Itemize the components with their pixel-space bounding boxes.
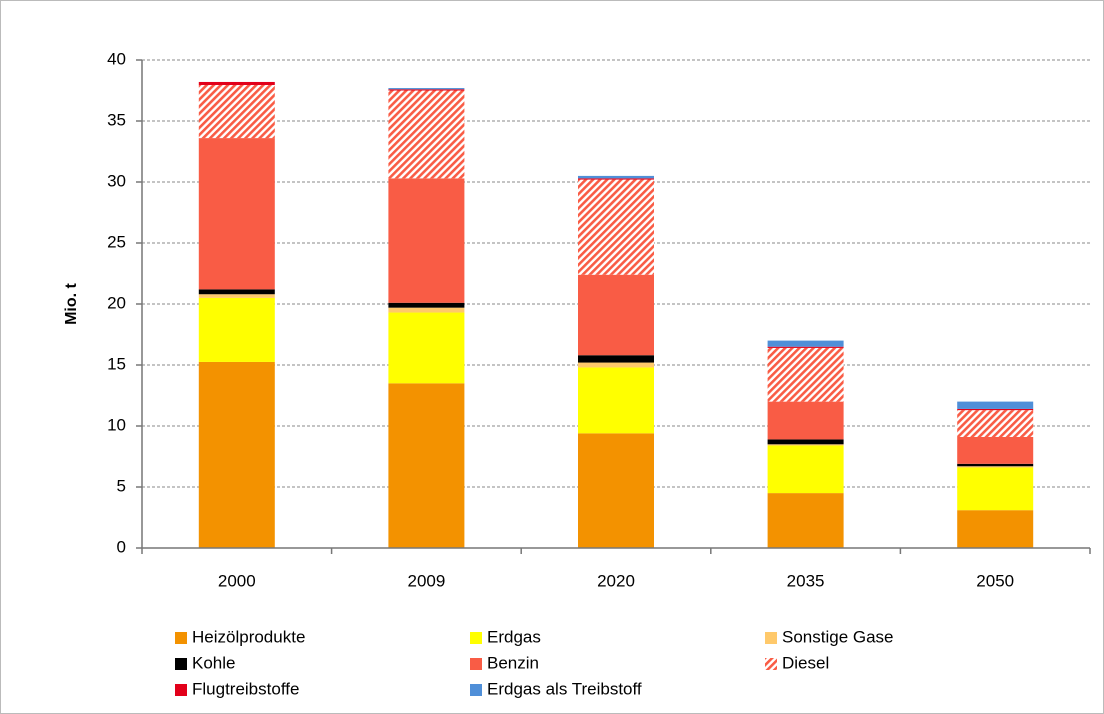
legend-label: Flugtreibstoffe (192, 679, 299, 698)
bar-segment (767, 444, 844, 446)
bar-segment (198, 138, 275, 290)
y-tick-label: 5 (117, 476, 126, 495)
bar-segment (578, 355, 654, 363)
bar-segment (957, 408, 1034, 411)
legend-label: Benzin (487, 653, 539, 672)
bar-segment (578, 433, 654, 548)
legend-swatch (175, 632, 187, 644)
bar-segment (957, 401, 1034, 409)
legend-label: Erdgas als Treibstoff (487, 679, 642, 698)
bar-segment (957, 463, 1034, 467)
bar-segment (957, 510, 1034, 548)
bar-segment (198, 289, 275, 295)
x-tick-label: 2009 (407, 571, 445, 590)
legend-swatch (470, 632, 482, 644)
legend-swatch (765, 658, 777, 670)
bar-segment (767, 401, 844, 440)
bar-segment (578, 362, 654, 368)
legend-swatch (470, 684, 482, 696)
legend-label: Diesel (782, 653, 829, 672)
bar-segment (957, 466, 1034, 468)
x-tick-label: 2000 (218, 571, 256, 590)
bar-segment (767, 347, 844, 402)
bar-segment (578, 178, 654, 180)
bar-segment (767, 493, 844, 548)
bar-segment (388, 90, 465, 179)
bar-segment (388, 88, 465, 90)
y-tick-label: 40 (107, 49, 126, 68)
bar-segment (388, 178, 465, 303)
y-tick-label: 20 (107, 293, 126, 312)
bar-segment (767, 439, 844, 445)
legend-label: Erdgas (487, 627, 541, 646)
bar-segment (578, 274, 654, 356)
legend-swatch (175, 684, 187, 696)
legend-swatch (175, 658, 187, 670)
bar-segment (388, 307, 465, 313)
bar-segment (957, 467, 1034, 511)
bar-segment (767, 445, 844, 494)
bar-segment (957, 436, 1034, 464)
bar-segment (388, 383, 465, 548)
y-tick-label: 0 (117, 537, 126, 556)
bar-segment (578, 175, 654, 179)
bar-segment (957, 410, 1034, 437)
bar-segment (767, 340, 844, 347)
bar-segment (198, 81, 275, 86)
bar-segment (578, 179, 654, 275)
x-tick-label: 2050 (976, 571, 1014, 590)
x-tick-label: 2035 (787, 571, 825, 590)
x-tick-label: 2020 (597, 571, 635, 590)
y-tick-label: 10 (107, 415, 126, 434)
y-tick-label: 30 (107, 171, 126, 190)
legend-swatch (765, 632, 777, 644)
bar-segment (388, 89, 465, 91)
bar-segment (388, 302, 465, 308)
y-tick-label: 25 (107, 232, 126, 251)
bar-segment (198, 85, 275, 139)
legend-label: Sonstige Gase (782, 627, 894, 646)
bar-segment (578, 367, 654, 434)
bar-segment (198, 361, 275, 548)
bar-segment (198, 297, 275, 362)
bar-segment (767, 346, 844, 348)
bar-segment (388, 312, 465, 384)
legend-swatch (470, 658, 482, 670)
legend-label: Heizölprodukte (192, 627, 305, 646)
bar-segment (198, 294, 275, 298)
legend-label: Kohle (192, 653, 235, 672)
y-tick-label: 15 (107, 354, 126, 373)
y-axis-label: Mio. t (63, 282, 80, 324)
y-tick-label: 35 (107, 110, 126, 129)
